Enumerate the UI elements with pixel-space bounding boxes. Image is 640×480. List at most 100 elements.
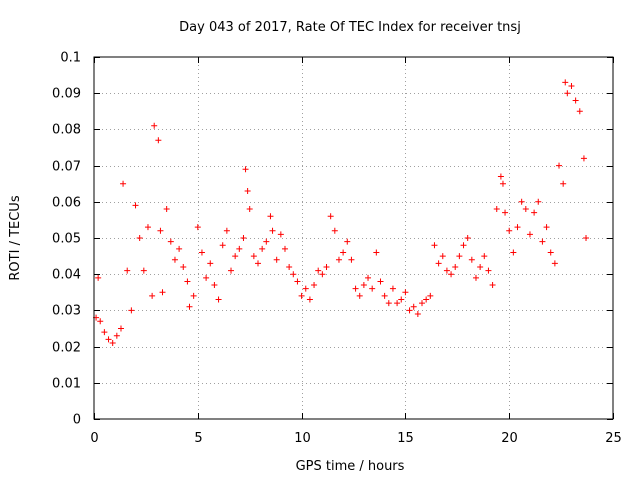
data-point (255, 260, 262, 267)
x-tick-label: 25 (605, 431, 622, 446)
data-point (223, 227, 230, 234)
data-point (406, 307, 413, 314)
y-tick-label: 0.03 (52, 304, 81, 319)
data-points (93, 79, 590, 346)
data-point (157, 227, 164, 234)
data-point (207, 260, 214, 267)
data-point (246, 206, 253, 213)
data-point (232, 253, 239, 260)
data-point (580, 155, 587, 162)
data-point (140, 267, 147, 274)
data-point (290, 271, 297, 278)
data-point (184, 278, 191, 285)
data-point (144, 224, 151, 231)
data-point (136, 235, 143, 241)
data-point (132, 202, 139, 209)
data-point (228, 267, 235, 274)
data-point (385, 300, 392, 307)
data-point (219, 242, 226, 249)
data-point (472, 274, 479, 281)
data-point (171, 256, 178, 263)
data-point (105, 336, 112, 343)
data-point (273, 256, 280, 263)
data-point (319, 271, 326, 278)
tick-labels: 0 0.01 0.02 0.03 0.04 0.05 0.06 0.07 0.08 0.09 0.1… (52, 51, 622, 447)
data-point (551, 260, 558, 267)
x-tick-label: 10 (294, 431, 311, 446)
data-point (460, 242, 467, 249)
data-point (535, 198, 542, 205)
data-point (323, 263, 330, 270)
data-point (572, 97, 579, 104)
data-point (242, 166, 249, 173)
data-point (419, 300, 426, 307)
data-point (448, 271, 455, 278)
data-point (306, 296, 313, 303)
data-point (117, 325, 124, 332)
data-point (435, 260, 442, 267)
data-point (327, 213, 334, 220)
y-tick-label: 0.02 (52, 341, 81, 356)
data-point (481, 253, 488, 260)
data-point (394, 300, 401, 307)
y-tick-label: 0.1 (60, 51, 81, 66)
data-point (410, 303, 417, 310)
x-axis-label: GPS time / hours (296, 459, 405, 474)
data-point (203, 274, 210, 281)
data-point (331, 227, 338, 234)
data-point (211, 282, 218, 289)
data-point (149, 292, 156, 299)
data-point (311, 282, 318, 289)
data-point (489, 282, 496, 289)
y-tick-label: 0.05 (52, 232, 81, 247)
data-point (431, 242, 438, 249)
data-point (180, 263, 187, 270)
data-point (286, 263, 293, 270)
data-point (510, 249, 517, 256)
data-point (522, 206, 529, 213)
data-point (381, 292, 388, 299)
data-point (369, 285, 376, 292)
data-point (95, 274, 102, 281)
data-point (250, 253, 257, 260)
data-point (194, 224, 201, 231)
data-point (124, 267, 131, 274)
data-point (468, 256, 475, 263)
data-point (485, 267, 492, 274)
data-point (244, 187, 251, 194)
data-point (439, 253, 446, 260)
data-point (506, 227, 513, 234)
data-point (113, 332, 120, 339)
data-point (568, 82, 575, 89)
y-tick-label: 0.01 (52, 377, 81, 392)
y-tick-label: 0.09 (52, 87, 81, 102)
data-point (443, 267, 450, 274)
data-point (348, 256, 355, 263)
data-point (163, 206, 170, 213)
data-point (267, 213, 274, 220)
data-point (560, 180, 567, 187)
data-point (101, 329, 108, 336)
data-point (97, 318, 104, 325)
data-point (493, 206, 500, 213)
data-point (263, 238, 270, 245)
plot-frame (93, 56, 614, 420)
data-point (377, 278, 384, 285)
data-point (155, 137, 162, 144)
data-point (539, 238, 546, 245)
data-point (526, 231, 533, 238)
data-point (547, 249, 554, 256)
data-point (464, 235, 471, 241)
data-point (340, 249, 347, 256)
y-tick-label: 0.06 (52, 196, 81, 211)
data-point (427, 292, 434, 299)
y-axis-label: ROTI / TECUs (8, 195, 23, 280)
data-point (562, 79, 569, 86)
data-point (281, 245, 288, 252)
data-point (186, 303, 193, 310)
data-point (294, 278, 301, 285)
data-point (402, 289, 409, 296)
data-point (176, 245, 183, 252)
data-point (398, 296, 405, 303)
data-point (497, 173, 504, 180)
